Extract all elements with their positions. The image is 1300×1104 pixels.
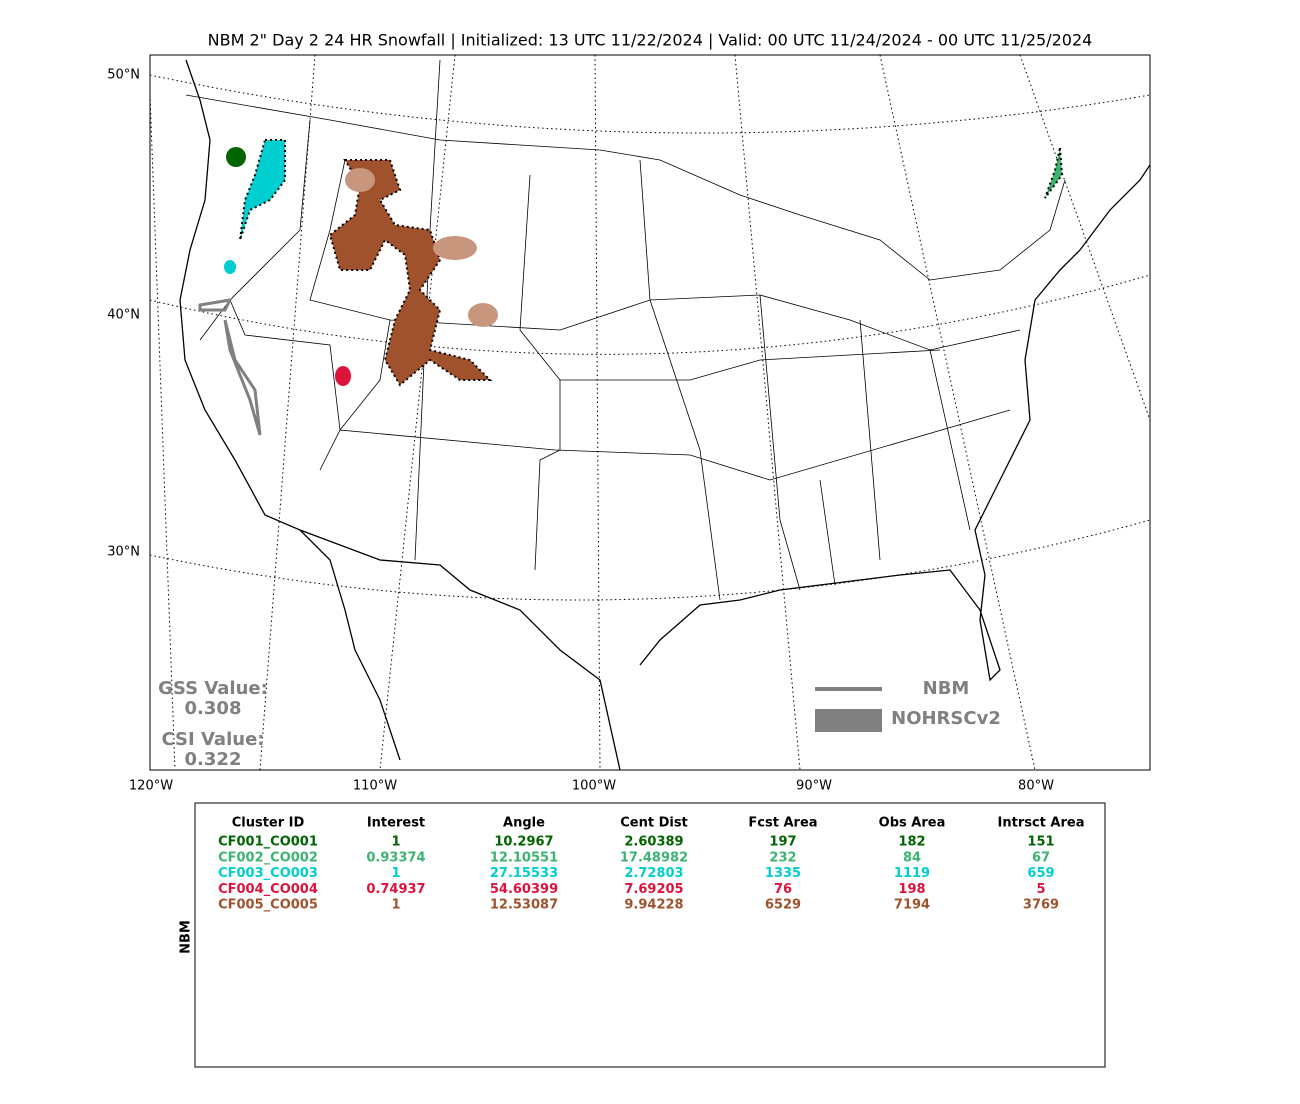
table-cell: 1335 bbox=[765, 866, 801, 881]
table-cell: 10.2967 bbox=[494, 835, 553, 850]
csi-value: 0.322 bbox=[185, 749, 242, 770]
table-cell: 3769 bbox=[1023, 898, 1059, 913]
table-header: Interest bbox=[367, 816, 425, 831]
table-cell: 2.72803 bbox=[624, 866, 683, 881]
gss-value: 0.308 bbox=[185, 698, 242, 719]
title: NBM 2" Day 2 24 HR Snowfall | Initialize… bbox=[208, 31, 1093, 50]
table-cell: 5 bbox=[1036, 882, 1045, 897]
legend-fill bbox=[815, 709, 882, 732]
table-cell: 67 bbox=[1032, 850, 1050, 865]
table-cell: 1 bbox=[391, 835, 400, 850]
table-frame bbox=[194, 802, 1106, 1068]
table-cell: 659 bbox=[1027, 866, 1054, 881]
table-header: Fcst Area bbox=[748, 816, 817, 831]
table-header: Obs Area bbox=[879, 816, 946, 831]
table-cell: 9.94228 bbox=[624, 898, 683, 913]
borders bbox=[185, 59, 1066, 601]
table-cell: 12.10551 bbox=[490, 850, 558, 865]
table-cell: 7.69205 bbox=[624, 882, 683, 897]
snow-clusters bbox=[198, 139, 1064, 436]
table-cell: 1119 bbox=[894, 866, 930, 881]
table-cell: 1 bbox=[391, 866, 400, 881]
lat-label: 30°N bbox=[107, 545, 140, 560]
table-cell: 27.15533 bbox=[490, 866, 558, 881]
table-cell: 84 bbox=[903, 850, 921, 865]
table-cell: CF001_CO001 bbox=[218, 835, 318, 850]
table-cell: 7194 bbox=[894, 898, 930, 913]
map bbox=[150, 55, 1150, 770]
map-frame bbox=[149, 54, 1151, 771]
table-cell: 0.74937 bbox=[366, 882, 425, 897]
lon-label: 80°W bbox=[1018, 779, 1054, 794]
table-cell: 0.93374 bbox=[366, 850, 425, 865]
table-cell: 1 bbox=[391, 898, 400, 913]
table-header: Angle bbox=[503, 816, 545, 831]
lon-label: 110°W bbox=[353, 779, 397, 794]
lat-label: 40°N bbox=[107, 308, 140, 323]
table-cell: 232 bbox=[769, 850, 796, 865]
table-cell: CF005_CO005 bbox=[218, 898, 318, 913]
legend-label: NOHRSCv2 bbox=[891, 708, 1001, 729]
table-cell: 151 bbox=[1027, 835, 1054, 850]
table-cell: 198 bbox=[898, 882, 925, 897]
csi-label: CSI Value: bbox=[162, 729, 265, 750]
lon-label: 120°W bbox=[129, 779, 173, 794]
coastline bbox=[179, 59, 1150, 770]
table-header: Intrsct Area bbox=[998, 816, 1085, 831]
table-header: Cluster ID bbox=[232, 816, 305, 831]
table-cell: 76 bbox=[774, 882, 792, 897]
table-cell: 12.53087 bbox=[490, 898, 558, 913]
table-cell: 17.48982 bbox=[620, 850, 688, 865]
table-cell: 54.60399 bbox=[490, 882, 558, 897]
lat-label: 50°N bbox=[107, 68, 140, 83]
table-cell: CF004_CO004 bbox=[218, 882, 318, 897]
table-cell: 2.60389 bbox=[624, 835, 683, 850]
graticule bbox=[150, 55, 1150, 770]
table-cell: 197 bbox=[769, 835, 796, 850]
table-cell: 6529 bbox=[765, 898, 801, 913]
table-cell: CF003_CO003 bbox=[218, 866, 318, 881]
table-header: Cent Dist bbox=[620, 816, 688, 831]
legend-label: NBM bbox=[923, 678, 970, 699]
gss-label: GSS Value: bbox=[158, 678, 268, 699]
lon-label: 90°W bbox=[796, 779, 832, 794]
table-cell: 182 bbox=[898, 835, 925, 850]
table-cell: CF002_CO002 bbox=[218, 850, 318, 865]
table-side-label: NBM bbox=[179, 920, 194, 954]
lon-label: 100°W bbox=[572, 779, 616, 794]
